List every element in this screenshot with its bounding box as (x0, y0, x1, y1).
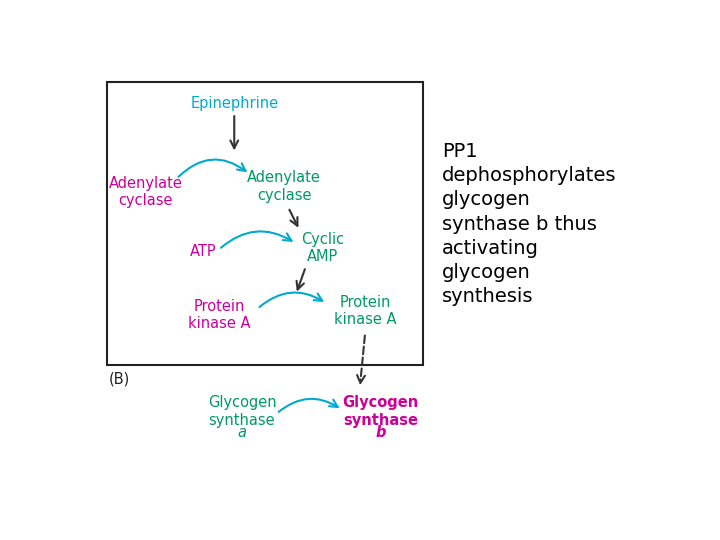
Bar (107, 82, 423, 365)
Text: a: a (238, 426, 246, 440)
Text: (B): (B) (109, 372, 130, 386)
Text: Glycogen
synthase: Glycogen synthase (207, 395, 276, 428)
Text: Glycogen
synthase: Glycogen synthase (343, 395, 418, 428)
Text: PP1
dephosphorylates
glycogen
synthase b thus
activating
glycogen
synthesis: PP1 dephosphorylates glycogen synthase b… (442, 142, 616, 306)
Text: ATP: ATP (190, 245, 217, 259)
Text: Epinephrine: Epinephrine (190, 96, 279, 111)
Text: Cyclic
AMP: Cyclic AMP (301, 232, 344, 264)
Text: Protein
kinase A: Protein kinase A (188, 299, 250, 331)
Text: Adenylate
cyclase: Adenylate cyclase (248, 170, 321, 202)
Text: Adenylate
cyclase: Adenylate cyclase (109, 176, 183, 208)
Text: Protein
kinase A: Protein kinase A (334, 295, 397, 327)
Text: b: b (375, 426, 386, 440)
